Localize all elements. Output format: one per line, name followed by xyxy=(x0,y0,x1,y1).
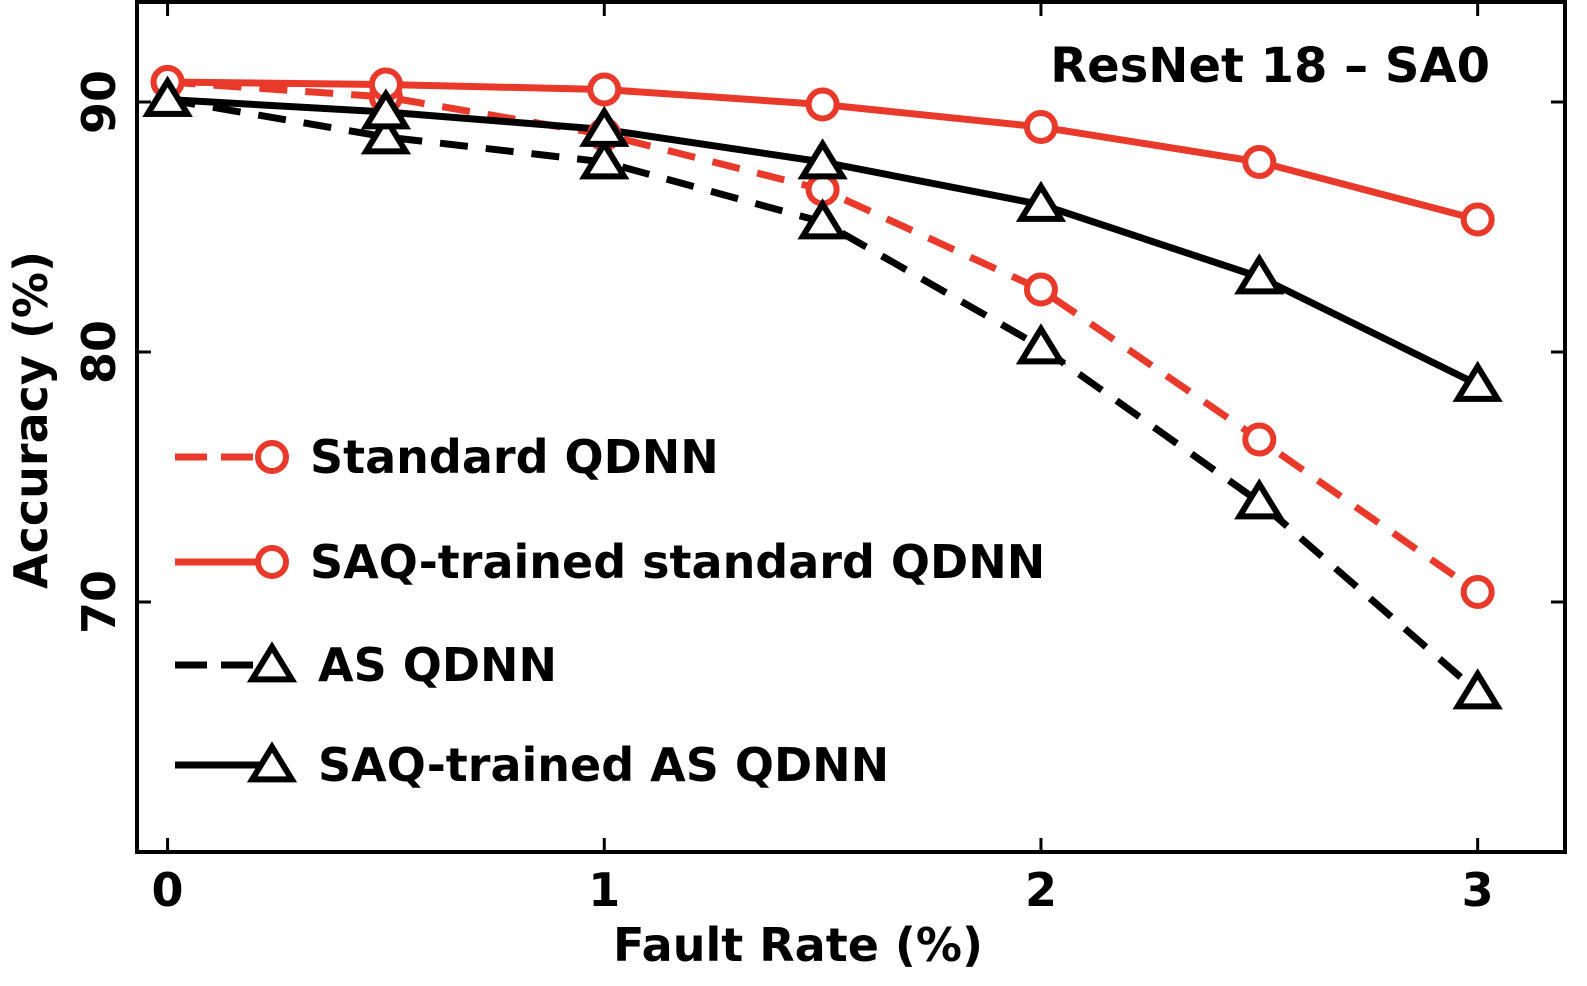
x-tick-label: 0 xyxy=(152,863,184,917)
x-tick-label: 2 xyxy=(1025,863,1057,917)
data-point xyxy=(1023,110,1058,144)
data-point xyxy=(1242,422,1277,457)
data-point xyxy=(360,88,412,130)
axis-ticks: 0 1 2 3 70 80 90 xyxy=(72,2,1565,917)
legend-marker-swatch xyxy=(246,641,298,683)
series-markers xyxy=(142,75,1503,710)
data-point xyxy=(1452,360,1503,402)
x-tick-label: 1 xyxy=(588,863,620,917)
y-tick-label: 90 xyxy=(72,70,126,134)
legend-label: AS QDNN xyxy=(318,638,557,692)
legend-item: AS QDNN xyxy=(175,638,557,692)
legend-item: Standard QDNN xyxy=(175,430,719,484)
legend-marker-swatch xyxy=(255,440,289,474)
legend-label: SAQ-trained standard QDNN xyxy=(310,535,1045,589)
legend-label: Standard QDNN xyxy=(310,430,719,484)
legend-marker-swatch xyxy=(255,545,289,579)
data-series xyxy=(142,65,1503,710)
data-point xyxy=(579,138,630,180)
data-point xyxy=(1015,323,1067,365)
legend: Standard QDNN SAQ-trained standard QDNN AS… xyxy=(175,430,1045,792)
x-axis-title: Fault Rate (%) xyxy=(613,918,983,972)
y-axis-title: Accuracy (%) xyxy=(4,251,58,589)
data-point xyxy=(142,75,193,117)
legend-marker-swatch xyxy=(246,741,298,783)
data-point xyxy=(797,198,848,240)
data-point xyxy=(1460,202,1495,237)
y-tick-label: 70 xyxy=(72,570,126,634)
plot-area xyxy=(135,0,1567,854)
data-point xyxy=(797,138,848,180)
chart-title: ResNet 18 – SA0 xyxy=(1050,38,1490,94)
data-point xyxy=(579,105,630,147)
y-tick-label: 80 xyxy=(72,320,126,384)
data-point xyxy=(1234,478,1285,520)
legend-item: SAQ-trained standard QDNN xyxy=(175,535,1045,589)
legend-label: SAQ-trained AS QDNN xyxy=(318,738,889,792)
data-point xyxy=(587,72,622,107)
data-point xyxy=(1234,253,1285,295)
data-point xyxy=(1452,668,1503,710)
x-tick-label: 3 xyxy=(1462,863,1494,917)
data-point xyxy=(360,113,412,155)
data-point xyxy=(1023,272,1058,307)
data-point xyxy=(1015,180,1067,222)
legend-item: SAQ-trained AS QDNN xyxy=(175,738,889,792)
plot-frame xyxy=(135,0,1567,854)
data-point xyxy=(1460,575,1495,609)
series-markers xyxy=(142,75,1503,402)
data-point xyxy=(1242,145,1277,179)
data-point xyxy=(805,87,840,122)
